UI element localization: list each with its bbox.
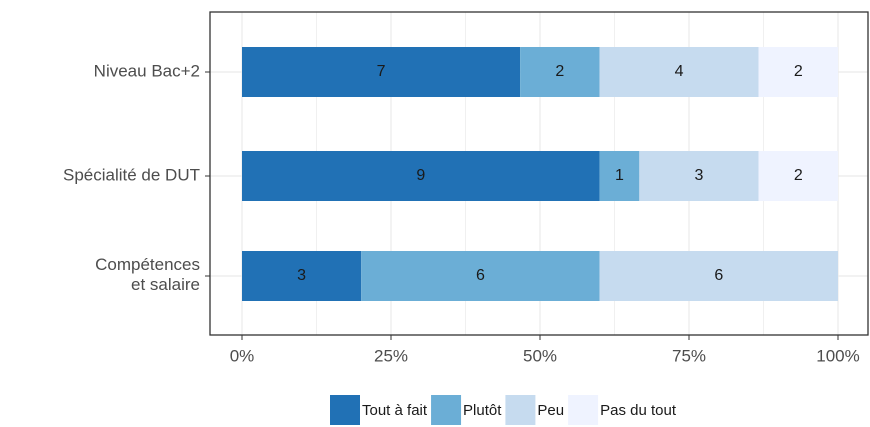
x-tick-label: 50%	[523, 346, 557, 365]
legend-label: Pas du tout	[600, 402, 677, 419]
x-tick-label: 100%	[816, 346, 859, 365]
bar-segment	[242, 47, 521, 97]
legend-label: Plutôt	[463, 402, 502, 419]
legend-swatch	[505, 395, 536, 425]
data-label: 2	[555, 63, 564, 80]
y-tick-label: Spécialité de DUT	[63, 165, 200, 184]
bar-segment	[758, 47, 838, 97]
bar-segment	[599, 47, 759, 97]
bar-segment	[242, 251, 362, 301]
data-label: 9	[416, 167, 425, 184]
data-label: 3	[297, 267, 306, 284]
y-tick-label: Compétences et salaire	[95, 255, 200, 294]
data-label: 6	[714, 267, 723, 284]
bar-segment	[599, 251, 838, 301]
legend-label: Tout à fait	[362, 402, 428, 419]
x-tick-label: 75%	[672, 346, 706, 365]
bar-segment	[639, 151, 759, 201]
legend-swatch	[568, 395, 599, 425]
data-label: 4	[675, 63, 684, 80]
x-tick-label: 25%	[374, 346, 408, 365]
legend-swatch	[330, 395, 360, 425]
bar-segment	[242, 151, 600, 201]
legend-label: Peu	[537, 402, 564, 419]
bar-segment	[599, 151, 640, 201]
panel-border	[209, 11, 869, 336]
data-label: 2	[794, 167, 803, 184]
x-tick-label: 0%	[230, 346, 255, 365]
data-label: 7	[377, 63, 386, 80]
y-tick-label: Niveau Bac+2	[94, 61, 200, 80]
bar-segment	[520, 47, 600, 97]
bar-segment	[361, 251, 600, 301]
data-label: 1	[615, 167, 624, 184]
data-label: 3	[694, 167, 703, 184]
legend-swatch	[431, 395, 462, 425]
bar-segment	[758, 151, 838, 201]
data-label: 2	[794, 63, 803, 80]
data-label: 6	[476, 267, 485, 284]
